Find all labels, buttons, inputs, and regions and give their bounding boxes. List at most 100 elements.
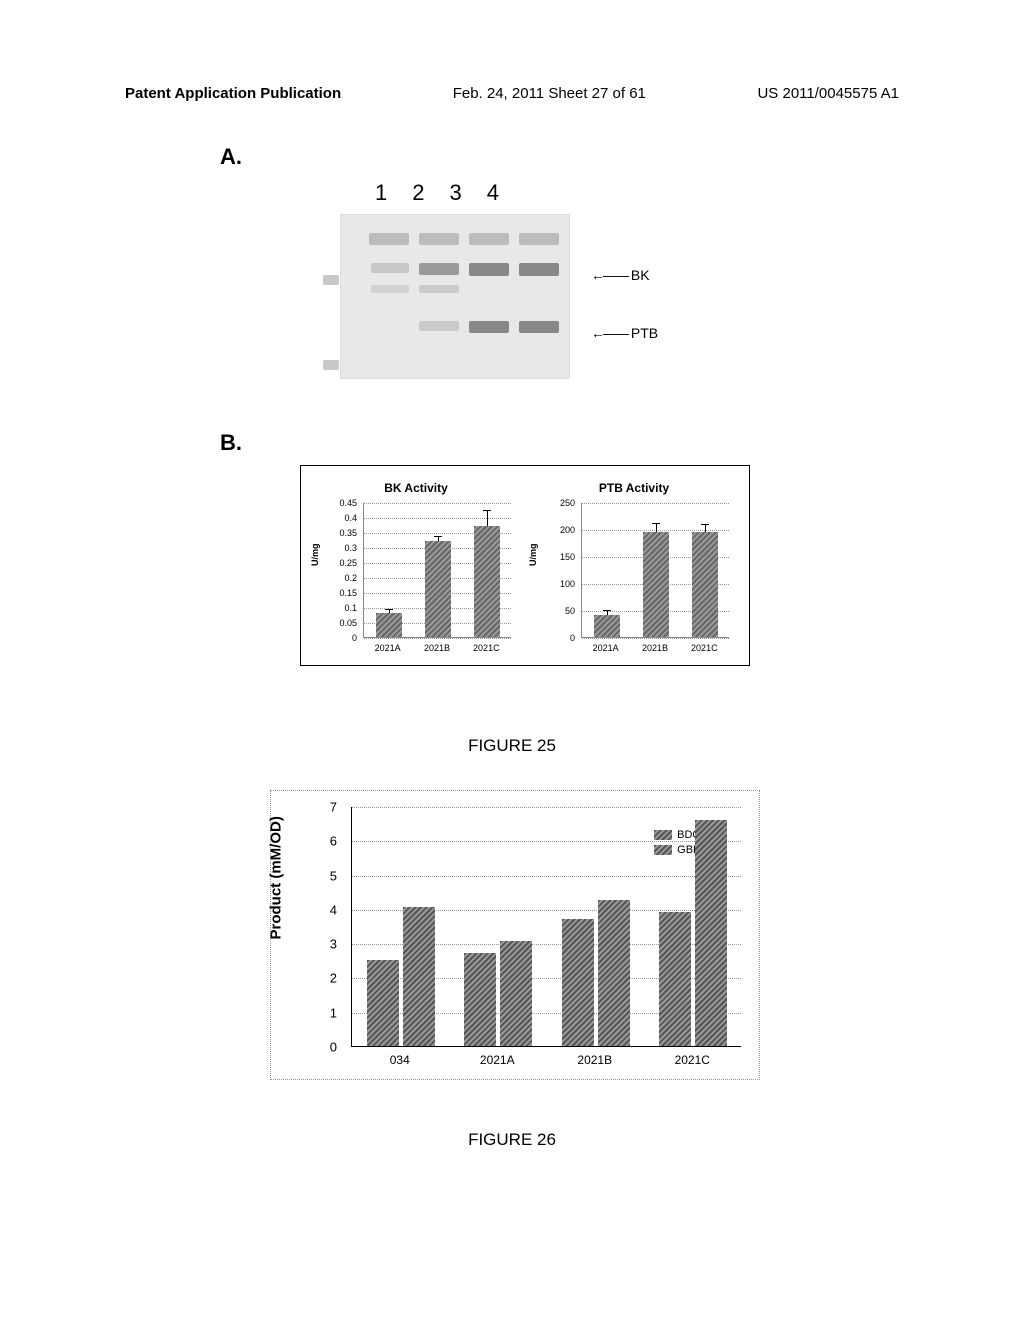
bk-xlabels: 2021A2021B2021C xyxy=(363,643,511,653)
bar-gbl xyxy=(403,907,435,1046)
ytick-label: 5 xyxy=(319,868,337,883)
gel-figure: 1 2 3 4 ←—— BK←—— PTB xyxy=(340,180,570,379)
error-bar xyxy=(438,537,439,542)
error-bar xyxy=(487,511,488,526)
ptb-chart-title: PTB Activity xyxy=(539,481,729,495)
xtick-label: 2021A xyxy=(363,643,412,653)
section-label-a: A. xyxy=(220,144,242,170)
gridline xyxy=(364,638,511,639)
ptb-plot-area xyxy=(581,503,729,638)
error-bar xyxy=(389,610,390,613)
gel-band xyxy=(323,360,339,370)
ytick-label: 1 xyxy=(319,1005,337,1020)
error-cap xyxy=(652,523,660,524)
bk-chart-title: BK Activity xyxy=(321,481,511,495)
ptb-ylabel: U/mg xyxy=(528,543,538,566)
bar-gbl xyxy=(598,900,630,1046)
gel-band xyxy=(469,321,509,333)
ytick-label: 0.15 xyxy=(329,588,357,598)
figure-25-caption: FIGURE 25 xyxy=(0,736,1024,756)
ytick-label: 0 xyxy=(319,1040,337,1055)
ytick-label: 0.1 xyxy=(329,603,357,613)
legend-swatch xyxy=(654,830,672,840)
bk-activity-chart: BK Activity U/mg 00.050.10.150.20.250.30… xyxy=(321,481,511,653)
bar-bdo xyxy=(367,960,399,1046)
legend-swatch xyxy=(654,845,672,855)
bar xyxy=(692,532,718,637)
bar xyxy=(643,532,669,637)
figure-26-caption: FIGURE 26 xyxy=(0,1130,1024,1150)
page-header: Patent Application Publication Feb. 24, … xyxy=(0,85,1024,102)
bar-bdo xyxy=(659,912,691,1046)
ytick-label: 4 xyxy=(319,902,337,917)
gridline xyxy=(352,876,741,877)
ytick-label: 0.45 xyxy=(329,498,357,508)
error-cap xyxy=(385,609,393,610)
gel-band xyxy=(419,263,459,275)
ytick-label: 6 xyxy=(319,834,337,849)
lane-1: 1 xyxy=(375,180,387,206)
bar xyxy=(474,526,500,637)
gel-annotation-ptb: ←—— PTB xyxy=(591,325,658,341)
ytick-label: 0.3 xyxy=(329,543,357,553)
gridline xyxy=(364,518,511,519)
xtick-label: 2021C xyxy=(462,643,511,653)
ytick-label: 100 xyxy=(547,579,575,589)
ytick-label: 0.25 xyxy=(329,558,357,568)
bar-bdo xyxy=(562,919,594,1046)
error-bar xyxy=(656,524,657,532)
header-left: Patent Application Publication xyxy=(125,85,341,102)
ytick-label: 200 xyxy=(547,525,575,535)
error-cap xyxy=(483,510,491,511)
bar-gbl xyxy=(500,941,532,1046)
ytick-label: 250 xyxy=(547,498,575,508)
gel-band xyxy=(419,233,459,245)
gel-band xyxy=(519,233,559,245)
xtick-label: 2021C xyxy=(680,643,729,653)
section-label-b: B. xyxy=(220,430,242,456)
chart-b: BK Activity U/mg 0 0.05 0.1 0.15 0.2 0.25 0.3 0… xyxy=(300,465,750,666)
ytick-label: 50 xyxy=(547,606,575,616)
xtick-label: 2021B xyxy=(630,643,679,653)
ytick-label: 0.05 xyxy=(329,618,357,628)
xtick-label: 2021C xyxy=(644,1053,742,1067)
bar-bdo xyxy=(464,953,496,1046)
gel-band xyxy=(371,285,409,293)
lane-4: 4 xyxy=(487,180,499,206)
bk-ylabel: U/mg xyxy=(310,543,320,566)
xtick-label: 2021A xyxy=(449,1053,547,1067)
ytick-label: 0 xyxy=(329,633,357,643)
ytick-label: 3 xyxy=(319,937,337,952)
xtick-label: 2021B xyxy=(546,1053,644,1067)
error-bar xyxy=(705,525,706,531)
gridline xyxy=(364,503,511,504)
gel-band xyxy=(469,263,509,276)
ptb-activity-chart: PTB Activity U/mg 050100150200250 2021A2… xyxy=(539,481,729,653)
fig26-ylabel: Product (mM/OD) xyxy=(268,816,285,939)
error-cap xyxy=(701,524,709,525)
legend-item-bdo: BDO xyxy=(654,829,701,841)
gridline xyxy=(582,503,729,504)
error-cap xyxy=(434,536,442,537)
gel-band xyxy=(419,285,459,293)
header-center: Feb. 24, 2011 Sheet 27 of 61 xyxy=(453,85,646,102)
figure-26-chart: Product (mM/OD) 01234567 BDOGBL 0342021A… xyxy=(270,790,760,1080)
gridline xyxy=(582,638,729,639)
ptb-xlabels: 2021A2021B2021C xyxy=(581,643,729,653)
ytick-label: 0.2 xyxy=(329,573,357,583)
legend-item-gbl: GBL xyxy=(654,844,701,856)
ytick-label: 150 xyxy=(547,552,575,562)
fig26-xlabels: 0342021A2021B2021C xyxy=(351,1053,741,1067)
lane-3: 3 xyxy=(450,180,462,206)
error-cap xyxy=(603,610,611,611)
gel-lane-numbers: 1 2 3 4 xyxy=(375,180,570,206)
bar xyxy=(425,541,451,637)
bk-plot-area xyxy=(363,503,511,638)
ytick-label: 0.35 xyxy=(329,528,357,538)
xtick-label: 034 xyxy=(351,1053,449,1067)
gel-annotation-bk: ←—— BK xyxy=(591,267,650,283)
gel-band xyxy=(519,263,559,276)
error-bar xyxy=(607,611,608,615)
gel-band xyxy=(369,233,409,245)
xtick-label: 2021A xyxy=(581,643,630,653)
